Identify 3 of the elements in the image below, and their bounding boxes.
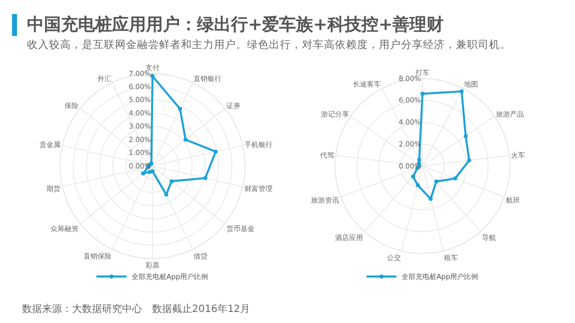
chart-subtitle: 收入较高，是互联网金融尝鲜者和主力用户。绿色出行，对车高依赖度，用户分享经济，兼职司机。 xyxy=(27,38,512,52)
chart-title: 中国充电桩应用用户：绿出行+爱车族+科技控+善理财 xyxy=(12,14,570,36)
source-note: 数据来源：大数据研究中心 数据截止2016年12月 xyxy=(22,302,250,316)
